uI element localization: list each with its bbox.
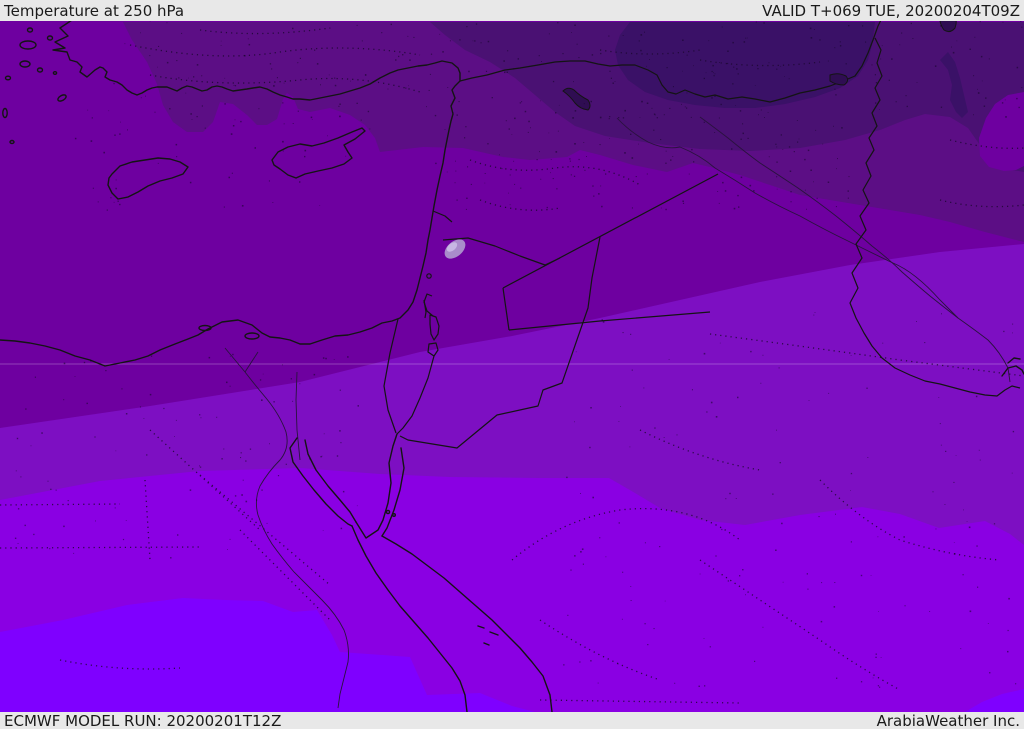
dead-sea — [427, 314, 440, 357]
temperature-map-canvas — [0, 0, 1024, 712]
aegean-island — [46, 35, 54, 41]
jordan-iraq-border — [502, 287, 510, 331]
rivers — [224, 116, 1011, 709]
lake-tuz — [562, 87, 591, 111]
provider-label: ArabiaWeather Inc. — [876, 711, 1020, 729]
coastlines — [0, 0, 1024, 712]
west-bank-border — [423, 293, 434, 317]
tiran-island — [385, 509, 391, 515]
delta-lagoon — [244, 332, 260, 340]
sea-of-galilee — [426, 273, 432, 279]
lebanon-borders — [432, 210, 453, 223]
euphrates-river — [616, 117, 959, 319]
mainland-coast — [0, 0, 461, 367]
jordan-saudi-border — [399, 236, 601, 449]
aegean-island — [9, 139, 15, 145]
temperature-shading — [0, 0, 1024, 712]
warm-spot-lebanon — [444, 239, 466, 259]
turkey-south-border — [459, 0, 891, 103]
jordan-syria-border — [442, 237, 561, 266]
red-sea-arabian-coast — [381, 535, 553, 712]
gulf-of-aqaba — [355, 433, 405, 539]
suez-canal — [295, 371, 301, 461]
iran-iraq-border — [849, 37, 1021, 397]
terrain-speckles — [14, 0, 1023, 688]
aegean-island — [4, 75, 12, 81]
temperature-map — [0, 0, 1024, 712]
syria-iraq-border — [502, 173, 719, 289]
dotted-borders — [0, 27, 1024, 704]
model-run-label: ECMWF MODEL RUN: 20200201T12Z — [4, 711, 282, 729]
red-sea-islets — [477, 625, 499, 646]
delta-lagoon — [198, 324, 212, 332]
aegean-island — [26, 27, 34, 33]
tigris-river — [699, 116, 1011, 383]
iraq-saudi-border — [508, 311, 711, 331]
nile-delta-branches — [224, 347, 259, 373]
cyprus-island — [271, 127, 366, 179]
rhodes-island — [57, 94, 67, 102]
aegean-island — [19, 40, 37, 50]
lake-van — [829, 73, 849, 86]
nile-river — [244, 371, 349, 709]
gulf-of-suez — [289, 437, 357, 527]
aegean-island — [19, 60, 31, 68]
aegean-island — [2, 107, 8, 119]
israel-egypt-border — [383, 318, 399, 434]
valid-time-label: VALID T+069 TUE, 20200204T09Z — [762, 1, 1020, 20]
header-bar: Temperature at 250 hPa VALID T+069 TUE, … — [0, 0, 1024, 21]
tiran-island — [392, 513, 397, 518]
footer-bar: ECMWF MODEL RUN: 20200201T12Z ArabiaWeat… — [0, 712, 1024, 729]
aegean-island — [52, 70, 58, 75]
crete-island — [107, 157, 189, 200]
aegean-island — [36, 67, 44, 73]
red-sea-african-coast — [351, 525, 468, 712]
persian-gulf-head — [1001, 357, 1024, 377]
arava-border — [396, 355, 435, 435]
map-title: Temperature at 250 hPa — [4, 1, 185, 20]
